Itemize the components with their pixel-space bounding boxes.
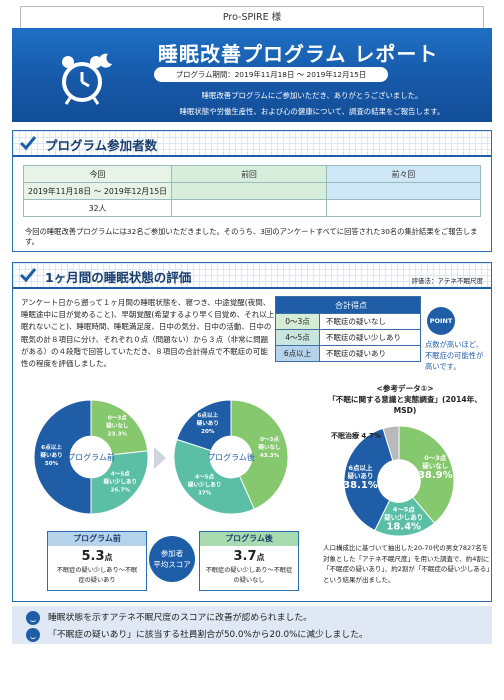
smile-icon <box>26 627 40 642</box>
pie-center-label: プログラム後 <box>207 452 255 462</box>
pie-label: 6点以上疑いあり 38.1% <box>343 463 378 491</box>
pie-slice <box>176 399 232 452</box>
pie-slice <box>382 425 400 462</box>
section-header: プログラム参加者数 <box>13 131 491 157</box>
pie-slice <box>90 450 149 515</box>
header-message-2: 睡眠状態や労働生産性、および心の健康について、調査の結果をご報告します。 <box>179 107 445 116</box>
after-score: 3.7 <box>233 549 257 564</box>
pie-label: 6点以上疑いあり 50% <box>40 443 62 467</box>
arrow-icon <box>154 447 166 469</box>
section-header: 1ヶ月間の睡眠状態の評価 評価法：アテネ不眠尺度 <box>13 263 491 289</box>
score-range: 4～5点 <box>275 329 320 346</box>
pie-slice <box>173 438 255 515</box>
col-before-previous: 前々回 <box>326 165 481 183</box>
point-text: 点数が高いほど、 不眠症の可能性が 高いです。 <box>425 340 484 371</box>
before-score-box: プログラム前 5.3点 不眠症の疑い少しあり～不眠 症の疑いあり <box>47 531 147 591</box>
average-score-badge: 参加者 平均スコア <box>149 536 195 582</box>
col-current: 今回 <box>23 165 172 183</box>
participants-section: プログラム参加者数 今回 前回 前々回 2019年11月18日 ～ 2019年1… <box>12 130 492 252</box>
pie-center-label: プログラム前 <box>67 452 115 462</box>
score-table-header: 合計得点 <box>275 296 421 314</box>
section-title: プログラム参加者数 <box>45 138 158 153</box>
after-desc: 不眠症の疑い少しあり～不眠症 の疑いなし <box>205 567 293 584</box>
header-message-1: 睡眠改善プログラムにご参加いただき、ありがとうございました。 <box>201 91 423 100</box>
summary-item: 睡眠状態を示すアテネ不眠尺度のスコアに改善が認められました。 <box>26 610 312 626</box>
reference-note: 人口構成比に基づいて抽出した20-70代の男女7827名を対象とした「アテネ不眠… <box>323 544 493 584</box>
score-table: 合計得点 0～3点 不眠症の疑いなし 4～5点 不眠症の疑い少しあり 6点以上 不眠症… <box>275 296 421 362</box>
summary-item: 「不眠症の疑いあり」に該当する社員割合が50.0%から20.0%に減少しました。 <box>26 627 368 643</box>
before-label: プログラム前 <box>48 532 146 546</box>
pie-slice <box>398 425 455 524</box>
summary-box: 睡眠状態を示すアテネ不眠尺度のスコアに改善が認められました。 「不眠症の疑いあり… <box>12 606 492 644</box>
pie-slice <box>90 399 149 456</box>
pie-label: 0～3点疑いなし 38.9% <box>418 453 453 481</box>
sleep-evaluation-section: 1ヶ月間の睡眠状態の評価 評価法：アテネ不眠尺度 アンケート日から遡って１ヶ月間… <box>12 262 493 602</box>
point-badge: POINT <box>427 307 455 335</box>
company-label: Pro-SPIRE 様 <box>20 6 484 28</box>
program-period: プログラム期間：2019年11月18日 ～ 2019年12月15日 <box>154 67 388 82</box>
evaluation-description: アンケート日から遡って１ヶ月間の睡眠状態を、寝つき、中途覚醒(夜間、睡眠途中に目… <box>21 298 275 369</box>
pie-label: 0～3点疑いなし 43.3% <box>258 435 281 459</box>
before-pie-chart: 0～3点疑いなし 23.3% 4～5点疑い少しあり 26.7% 6点以上疑いあり 50% プ… <box>33 399 149 515</box>
pie-label: 4～5点疑い少しあり 37% <box>188 472 222 496</box>
score-label: 不眠症の疑いあり <box>319 345 421 362</box>
pie-slice <box>343 427 394 532</box>
pie-slice <box>230 399 289 510</box>
alarm-clock-icon <box>62 53 112 105</box>
participants-note: 今回の睡眠改善プログラムには32名ご参加いただきました。そのうち、3回のアンケー… <box>25 227 478 246</box>
reference-pie-chart: 0～3点疑いなし 38.9% 4～5点疑い少しあり 18.4%6点以上疑いあり 38.1… <box>343 425 455 537</box>
reference-title: <参考データ①> 「不眠に関する意識と実態調査」(2014年、MSD) <box>328 384 482 415</box>
before-score: 5.3 <box>81 549 105 564</box>
score-label: 不眠症の疑い少しあり <box>319 329 421 346</box>
after-label: プログラム後 <box>200 532 298 546</box>
score-range: 6点以上 <box>275 345 320 362</box>
pie-slice <box>33 399 92 515</box>
before-desc: 不眠症の疑い少しあり～不眠 症の疑いあり <box>56 567 138 584</box>
reference-treatment-label: 不眠治療 4.7% <box>331 432 381 440</box>
after-pie-chart: 0～3点疑いなし 43.3% 4～5点疑い少しあり 37% 6点以上疑いあり 20% プログ… <box>173 399 289 515</box>
after-score-box: プログラム後 3.7点 不眠症の疑い少しあり～不眠症 の疑いなし <box>199 531 299 591</box>
evaluation-method: 評価法：アテネ不眠尺度 <box>411 277 484 285</box>
section-title: 1ヶ月間の睡眠状態の評価 <box>45 270 192 285</box>
participants-table: 今回 前回 前々回 2019年11月18日 ～ 2019年12月15日 32人 <box>23 165 481 217</box>
report-title: 睡眠改善プログラム レポート <box>158 42 439 66</box>
score-range: 0～3点 <box>275 313 320 330</box>
current-period: 2019年11月18日 ～ 2019年12月15日 <box>23 182 172 200</box>
header-banner: 睡眠改善プログラム レポート プログラム期間：2019年11月18日 ～ 201… <box>12 28 492 122</box>
pie-label: 0～3点疑いなし 23.3% <box>106 414 129 438</box>
col-previous: 前回 <box>171 165 327 183</box>
current-count: 32人 <box>23 199 172 217</box>
smile-icon <box>26 610 40 625</box>
pie-label: 4～5点疑い少しあり 18.4% <box>384 504 423 532</box>
check-icon <box>19 268 37 283</box>
check-icon <box>19 136 37 151</box>
score-label: 不眠症の疑いなし <box>319 313 421 330</box>
pie-label: 6点以上疑いあり 20% <box>197 411 219 435</box>
pie-label: 4～5点疑い少しあり 26.7% <box>104 469 138 493</box>
